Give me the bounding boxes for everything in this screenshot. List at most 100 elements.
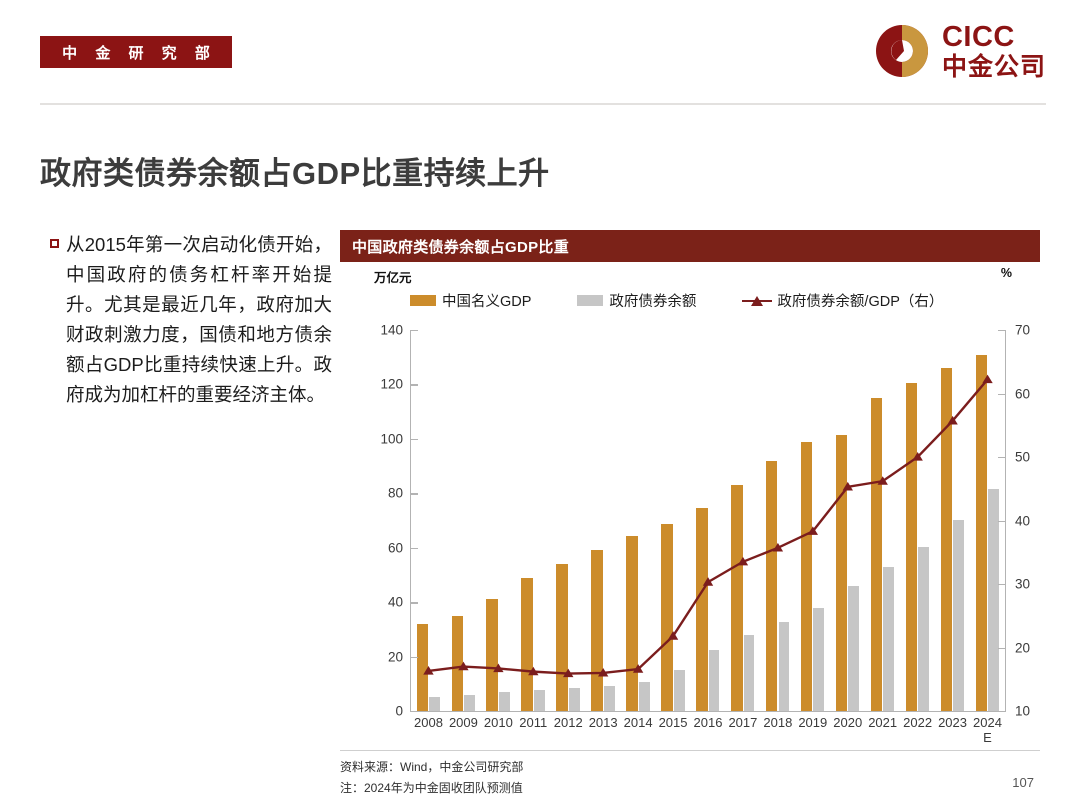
footer-divider [340, 750, 1040, 751]
bar-gdp [870, 398, 883, 711]
bar-group: 2019 [795, 330, 830, 730]
chart-source-block: 资料来源：Wind，中金公司研究部 注：2024年为中金固收团队预测值 [340, 757, 523, 799]
bar-gdp [800, 442, 813, 711]
right-axis-tick [998, 330, 1005, 332]
bar-bond [499, 692, 510, 711]
ratio-line-marker [912, 452, 923, 461]
bar-bond [988, 489, 999, 711]
x-axis-label: 2024 E [973, 715, 1002, 745]
x-axis-label: 2016 [693, 715, 723, 730]
note-text: 注：2024年为中金固收团队预测值 [340, 781, 523, 795]
bar-group: 2009 [446, 330, 481, 730]
chart-legend: 中国名义GDP 政府债券余额 政府债券余额/GDP（右） [410, 290, 1006, 311]
legend-swatch-ratio [742, 294, 773, 308]
x-axis-label: 2012 [553, 715, 583, 730]
x-axis-label: 2008 [414, 715, 443, 730]
ratio-line-marker [772, 542, 784, 552]
page-number: 107 [1012, 775, 1034, 790]
right-axis-unit: % [1000, 266, 1012, 280]
left-axis-label: 100 [380, 431, 403, 447]
logo-brand-cn: 中金公司 [941, 52, 1046, 81]
bar-gdp [835, 435, 848, 711]
bar-gdp [486, 598, 498, 711]
logo-brand-en: CICC [941, 20, 1015, 53]
source-text: 资料来源：Wind，中金公司研究部 [340, 760, 524, 774]
x-axis-label: 2017 [728, 715, 758, 730]
bar-gdp [521, 578, 533, 711]
x-axis-label: 2020 [833, 715, 863, 730]
chart-title-bar: 中国政府类债券余额占GDP比重 [340, 230, 1040, 262]
ratio-line-marker [423, 666, 434, 675]
left-axis-label: 120 [380, 376, 403, 392]
bar-bond [673, 670, 685, 711]
bar-bond [778, 621, 790, 711]
bar-group: 2011 [516, 330, 551, 730]
legend-label-gdp: 中国名义GDP [442, 294, 532, 310]
cicc-ring-icon [874, 23, 930, 79]
bar-group: 2024 E [970, 330, 1005, 745]
bar-gdp [940, 367, 953, 711]
x-axis-label: 2019 [798, 715, 828, 730]
right-axis-label: 60 [1015, 386, 1031, 401]
bar-group: 2020 [830, 330, 865, 730]
bar-bond [568, 687, 580, 711]
ratio-line-series [423, 374, 1005, 711]
bar-bond [464, 694, 475, 711]
legend-label-bond: 政府债券余额 [609, 294, 697, 310]
ratio-line-marker [597, 667, 609, 677]
left-axis-label: 0 [395, 703, 403, 719]
bar-group: 2017 [725, 330, 760, 730]
left-axis-tick [411, 330, 418, 332]
cicc-logo: CICC 中金公司 [874, 22, 1046, 80]
right-axis-tick [998, 711, 1005, 713]
right-axis-tick [998, 647, 1005, 649]
left-axis-tick [411, 602, 418, 604]
left-axis-label: 60 [387, 540, 403, 556]
right-axis-tick [998, 393, 1005, 395]
right-axis-label: 20 [1015, 640, 1031, 655]
ratio-line-path [428, 380, 987, 674]
left-axis-label: 140 [380, 322, 403, 338]
ratio-line-marker [458, 661, 469, 671]
bar-bond [638, 681, 650, 711]
bar-group: 2016 [691, 330, 726, 730]
bar-group: 2013 [586, 330, 621, 730]
page-title: 政府类债券余额占GDP比重持续上升 [40, 156, 550, 191]
bar-bond [953, 519, 965, 711]
bar-gdp [556, 564, 568, 711]
right-axis-label: 70 [1015, 322, 1031, 338]
ratio-line-marker [702, 577, 714, 586]
x-axis-label: 2009 [448, 715, 478, 730]
x-axis-label: 2015 [658, 715, 688, 730]
ratio-line-marker [982, 374, 993, 384]
bar-gdp [451, 616, 464, 711]
right-axis-label: 10 [1015, 703, 1031, 719]
right-axis-label: 40 [1015, 513, 1031, 528]
ratio-line-marker [563, 668, 574, 678]
bar-bond [533, 689, 545, 711]
right-axis-label: 30 [1015, 576, 1031, 592]
bar-gdp [975, 354, 988, 711]
x-axis-label: 2013 [588, 715, 618, 730]
plot-area: 2008 2009 2010 2011 2012 2013 2014 2015 2016 2017… [380, 323, 1030, 745]
x-axis-label: 2023 [938, 715, 967, 730]
bar-gdp [591, 549, 603, 711]
bar-group: 2014 [621, 330, 656, 730]
left-axis-tick [411, 711, 418, 713]
bar-bond [918, 546, 930, 711]
bar-group: 2010 [481, 330, 516, 730]
x-axis-label: 2011 [519, 715, 548, 730]
left-axis-tick [411, 547, 418, 550]
ratio-line-marker [947, 415, 958, 425]
left-axis-label: 80 [387, 485, 403, 501]
right-axis-tick [998, 457, 1005, 459]
ratio-line-marker [807, 526, 819, 535]
bar-bond [848, 586, 860, 711]
bar-bond [603, 685, 615, 711]
left-axis-tick [411, 656, 418, 658]
left-axis-label: 40 [387, 594, 403, 610]
ratio-line-marker [737, 556, 749, 566]
department-tag: 中 金 研 究 部 [40, 36, 232, 68]
bar-bond [743, 635, 755, 711]
bar-group: 2015 [656, 330, 691, 730]
